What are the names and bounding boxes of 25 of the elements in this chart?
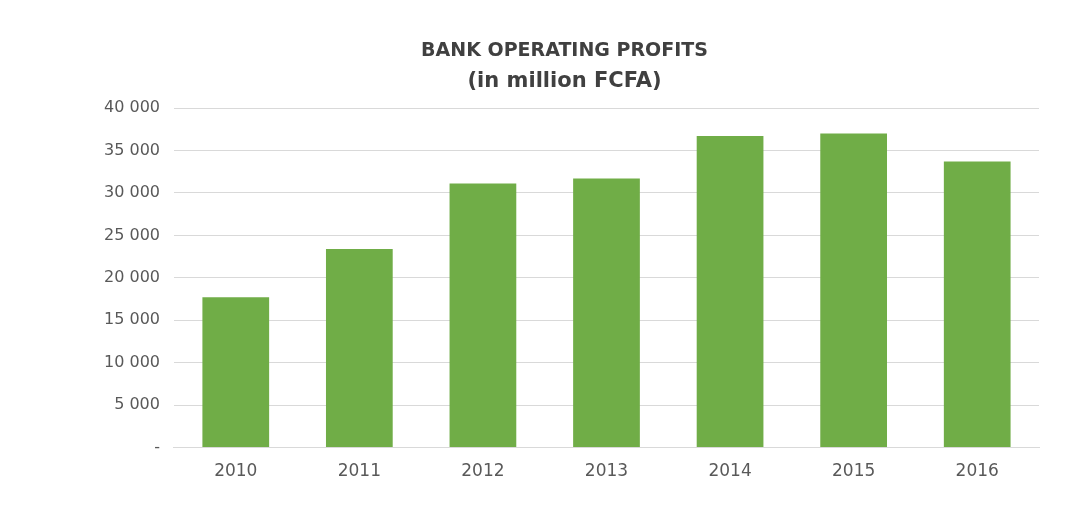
y-tick-label: 20 000	[104, 266, 160, 286]
x-tick-label: 2012	[461, 460, 505, 481]
y-tick-label: 40 000	[104, 97, 160, 117]
bar	[943, 161, 1011, 448]
y-tick-label: 5 000	[114, 394, 160, 414]
bar	[325, 248, 393, 448]
bar	[696, 136, 764, 448]
bar	[820, 133, 887, 448]
bar	[449, 183, 517, 448]
x-tick-label: 2015	[832, 460, 876, 481]
x-tick-label: 2014	[708, 460, 752, 481]
y-tick-label: 35 000	[104, 139, 160, 159]
x-tick-label: 2013	[584, 460, 629, 481]
y-tick-label: -	[154, 436, 160, 456]
x-tick-label: 2011	[337, 460, 381, 481]
chart-title: BANK OPERATING PROFITS	[421, 38, 708, 61]
bar	[202, 297, 270, 448]
chart-subtitle: (in million FCFA)	[467, 67, 662, 92]
y-tick-label: 30 000	[104, 182, 160, 202]
y-tick-label: 15 000	[104, 309, 160, 329]
y-tick-label: 25 000	[104, 224, 160, 244]
y-tick-label: 10 000	[104, 351, 160, 371]
x-tick-label: 2016	[955, 460, 999, 481]
bar	[573, 178, 640, 448]
x-tick-label: 2010	[214, 460, 258, 481]
